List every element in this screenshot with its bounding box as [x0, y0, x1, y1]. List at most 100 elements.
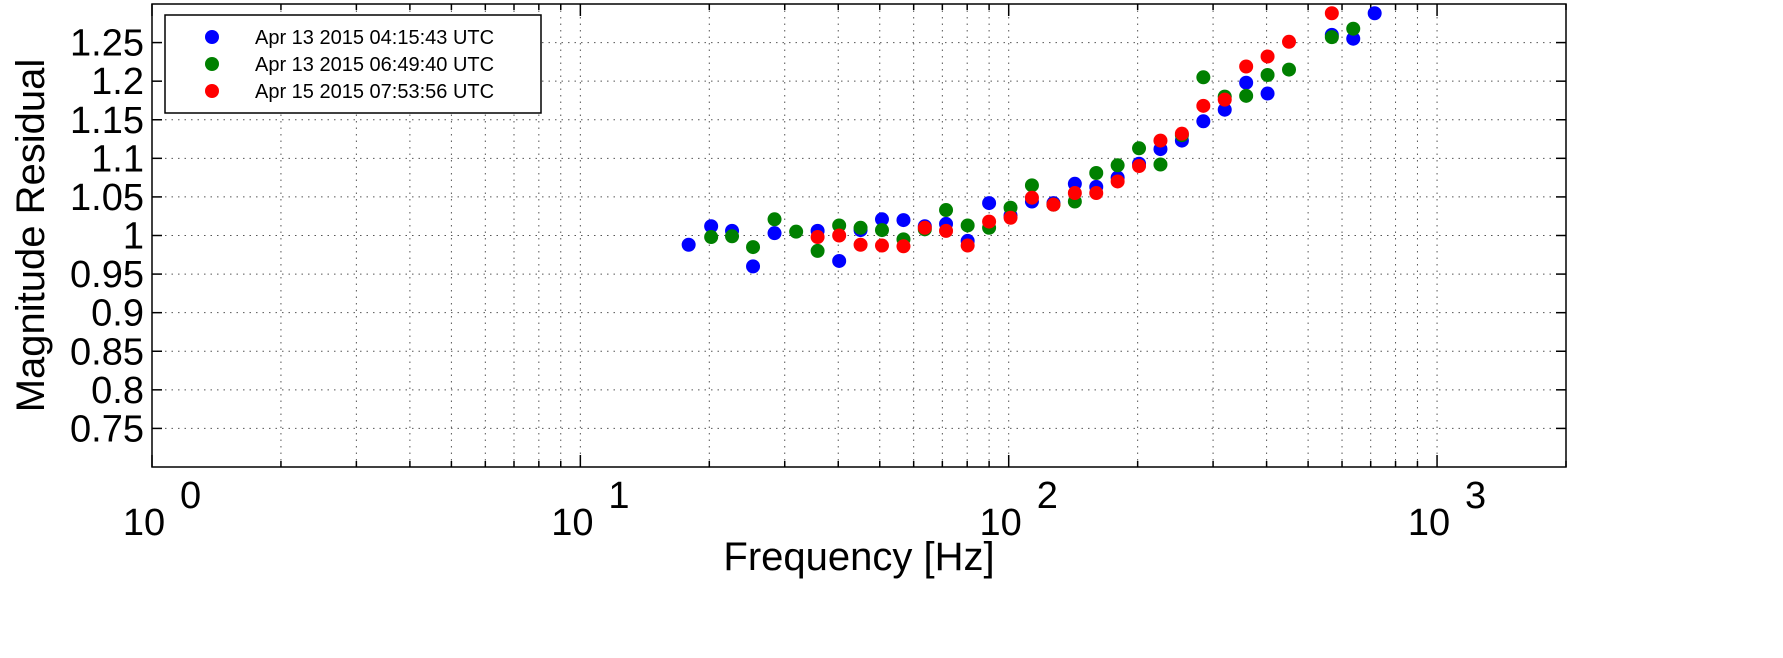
legend-label: Apr 13 2015 06:49:40 UTC — [255, 54, 494, 76]
data-point — [725, 229, 740, 244]
data-point — [810, 230, 825, 245]
x-tick-label-base: 10 — [551, 502, 593, 544]
data-point — [1153, 157, 1168, 172]
y-tick-label: 1.2 — [91, 61, 144, 103]
series-3 — [810, 6, 1339, 254]
data-point — [1196, 70, 1211, 85]
data-point — [1196, 114, 1211, 129]
legend-marker — [205, 57, 219, 71]
data-point — [1196, 98, 1211, 113]
x-tick-label: 10 2 — [980, 475, 1058, 544]
y-tick-label: 1.25 — [70, 23, 144, 65]
x-tick-label-exponent: 1 — [608, 475, 629, 517]
data-point — [1346, 21, 1361, 36]
data-point — [704, 230, 719, 245]
plot-frame — [151, 3, 1567, 468]
data-point — [1110, 174, 1125, 189]
data-point — [1089, 186, 1104, 201]
data-point — [832, 228, 847, 243]
y-tick-label: 0.8 — [91, 370, 144, 412]
x-axis-label: Frequency [Hz] — [723, 535, 994, 579]
data-point — [1067, 186, 1082, 201]
series-1 — [681, 6, 1382, 274]
x-axis-ticks: 10 0 10 1 10 2 10 3 — [123, 4, 1567, 544]
data-point — [746, 259, 761, 274]
data-point — [960, 218, 975, 233]
legend: Apr 13 2015 04:15:43 UTC Apr 13 2015 06:4… — [164, 14, 542, 114]
data-point — [960, 238, 975, 253]
data-point — [917, 220, 932, 235]
data-point — [896, 239, 911, 254]
data-point — [789, 224, 804, 239]
y-axis-label: Magnitude Residual — [9, 59, 53, 413]
x-tick-label-exponent: 2 — [1037, 475, 1058, 517]
data-points — [681, 6, 1382, 274]
x-tick-label: 10 3 — [1408, 475, 1486, 544]
data-point — [1260, 49, 1275, 64]
data-point — [1174, 126, 1189, 141]
data-point — [1367, 6, 1382, 21]
data-point — [1239, 75, 1254, 90]
data-point — [767, 226, 782, 241]
data-point — [896, 213, 911, 228]
y-tick-label: 0.9 — [91, 293, 144, 335]
data-point — [1089, 165, 1104, 180]
data-point — [1217, 92, 1232, 107]
data-point — [767, 212, 782, 227]
data-point — [810, 243, 825, 258]
legend-marker — [205, 30, 219, 44]
data-point — [853, 220, 868, 235]
y-tick-label: 1 — [123, 216, 144, 258]
data-point — [939, 203, 954, 218]
data-point — [1132, 141, 1147, 156]
y-tick-label: 0.75 — [70, 408, 144, 450]
x-tick-label-exponent: 0 — [180, 475, 201, 517]
x-tick-label-base: 10 — [1408, 502, 1450, 544]
data-point — [1024, 190, 1039, 205]
data-point — [832, 218, 847, 233]
data-point — [1260, 67, 1275, 82]
legend-marker — [205, 84, 219, 98]
data-point — [832, 253, 847, 268]
data-point — [1282, 34, 1297, 49]
data-point — [1003, 210, 1018, 225]
data-point — [746, 240, 761, 255]
y-tick-label: 1.05 — [70, 177, 144, 219]
data-point — [939, 223, 954, 238]
legend-box — [164, 14, 542, 114]
y-tick-label: 0.95 — [70, 254, 144, 296]
data-point — [1003, 200, 1018, 215]
data-point — [1110, 158, 1125, 173]
data-point — [1153, 133, 1168, 148]
data-point — [1217, 102, 1232, 117]
legend-label: Apr 15 2015 07:53:56 UTC — [255, 81, 494, 103]
data-point — [982, 196, 997, 211]
data-point — [1024, 178, 1039, 193]
x-tick-label-exponent: 3 — [1465, 475, 1486, 517]
data-point — [1324, 30, 1339, 45]
data-point — [874, 212, 889, 227]
data-point — [681, 237, 696, 252]
data-point — [704, 219, 719, 234]
data-point — [874, 223, 889, 238]
data-point — [1132, 159, 1147, 174]
x-tick-label-base: 10 — [123, 502, 165, 544]
data-point — [1324, 6, 1339, 21]
data-point — [1239, 59, 1254, 74]
x-tick-label: 10 0 — [123, 475, 201, 544]
data-point — [982, 214, 997, 229]
data-point — [853, 237, 868, 252]
y-tick-label: 0.85 — [70, 331, 144, 373]
x-tick-label: 10 1 — [551, 475, 629, 544]
data-point — [1260, 86, 1275, 101]
data-point — [1282, 62, 1297, 77]
data-point — [1239, 88, 1254, 103]
data-point — [874, 238, 889, 253]
y-tick-label: 1.15 — [70, 100, 144, 142]
y-tick-label: 1.1 — [91, 138, 144, 180]
data-point — [1346, 31, 1361, 46]
x-tick-label-base: 10 — [980, 502, 1022, 544]
data-point — [1046, 197, 1061, 212]
